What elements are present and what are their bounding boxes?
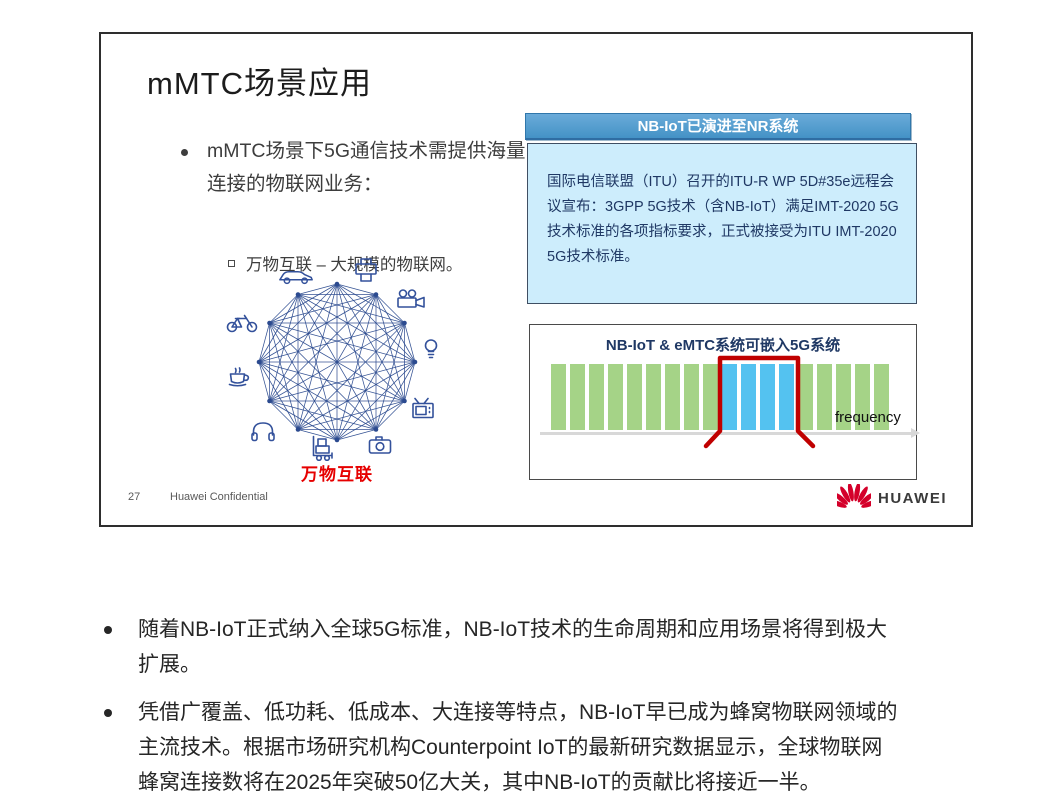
note-line: 蜂窝连接数将在2025年突破50亿大关，其中NB-IoT的贡献比将接近一半。	[138, 771, 821, 794]
spectrum-bar	[627, 364, 642, 430]
itu-info-line: 5G技术标准。	[547, 249, 639, 265]
square-bullet-marker	[228, 259, 235, 267]
note-bullet: 凭借广覆盖、低功耗、低成本、大连接等特点，NB-IoT早已成为蜂窝物联网领域的 …	[104, 695, 989, 800]
slide-page-number: 27	[128, 491, 141, 503]
note-text: 随着NB-IoT正式纳入全球5G标准，NB-IoT技术的生命周期和应用场景将得到…	[138, 612, 887, 682]
spectrum-bar	[646, 364, 661, 430]
spectrum-bar-embedded	[741, 364, 756, 430]
bullet-dot	[104, 626, 112, 634]
spectrum-bar-embedded	[779, 364, 794, 430]
iot-mesh-figure: 万物互联	[212, 255, 462, 487]
spectrum-bar	[665, 364, 680, 430]
spectrum-bar	[855, 364, 870, 430]
itu-info-box: 国际电信联盟（ITU）召开的ITU-R WP 5D#35e远程会 议宣布：3GP…	[527, 143, 917, 304]
video-camera-icon	[396, 289, 426, 309]
spectrum-bar	[798, 364, 813, 430]
itu-info-line: 技术标准的各项指标要求，正式被接受为ITU IMT-2020	[547, 224, 897, 240]
headphones-icon	[250, 420, 276, 442]
huawei-logo-text: HUAWEI	[878, 490, 947, 507]
slide-title: mMTC场景应用	[147, 66, 372, 101]
note-line: 扩展。	[138, 653, 201, 676]
axis-arrowhead-icon	[911, 428, 920, 438]
spectrum-bar	[836, 364, 851, 430]
spectrum-bar	[684, 364, 699, 430]
frequency-axis-label: frequency	[835, 409, 901, 426]
spectrum-bar	[570, 364, 585, 430]
huawei-flower-icon	[837, 484, 871, 508]
note-line: 主流技术。根据市场研究机构Counterpoint IoT的最新研究数据显示，全…	[138, 736, 883, 759]
slide-bullet-line: 连接的物联网业务：	[207, 173, 383, 195]
camera-icon	[368, 436, 392, 455]
notes-section: 随着NB-IoT正式纳入全球5G标准，NB-IoT技术的生命周期和应用场景将得到…	[104, 612, 989, 811]
spectrum-bar	[551, 364, 566, 430]
itu-info-line: 国际电信联盟（ITU）召开的ITU-R WP 5D#35e远程会	[547, 174, 894, 190]
bullet-dot	[104, 709, 112, 717]
slide-sub-bullet-text: 万物互联 – 大规模的物联网。	[246, 256, 463, 274]
note-bullet: 随着NB-IoT正式纳入全球5G标准，NB-IoT技术的生命周期和应用场景将得到…	[104, 612, 989, 682]
spectrum-bar	[589, 364, 604, 430]
itu-info-line: 议宣布：3GPP 5G技术（含NB-IoT）满足IMT-2020 5G	[547, 199, 899, 215]
mesh-network-graphic	[256, 281, 418, 443]
frequency-axis	[540, 428, 920, 438]
huawei-logo: HUAWEI	[837, 484, 947, 513]
nb-iot-nr-header: NB-IoT已演进至NR系统	[525, 113, 911, 140]
spectrum-bar-embedded	[760, 364, 775, 430]
bicycle-icon	[225, 313, 259, 333]
spectrum-bar	[874, 364, 889, 430]
slide-sub-bullet: 万物互联 – 大规模的物联网。	[228, 251, 462, 275]
printer-icon	[353, 257, 379, 283]
note-text: 凭借广覆盖、低功耗、低成本、大连接等特点，NB-IoT早已成为蜂窝物联网领域的 …	[138, 695, 898, 800]
mesh-caption: 万物互联	[301, 465, 373, 484]
spectrum-bar-embedded	[722, 364, 737, 430]
slide-bullet-text: mMTC场景下5G通信技术需提供海量 连接的物联网业务：	[207, 135, 526, 201]
confidential-label: Huawei Confidential	[170, 491, 268, 503]
spectrum-bar	[608, 364, 623, 430]
lightbulb-icon	[424, 339, 439, 362]
tv-icon	[411, 397, 435, 421]
frequency-diagram-box: NB-IoT & eMTC系统可嵌入5G系统 frequency	[529, 324, 920, 480]
car-icon	[277, 267, 315, 286]
note-line: 凭借广覆盖、低功耗、低成本、大连接等特点，NB-IoT早已成为蜂窝物联网领域的	[138, 701, 898, 724]
coffee-cup-icon	[228, 367, 253, 387]
spectrum-bar	[817, 364, 832, 430]
slide-bullet-line: mMTC场景下5G通信技术需提供海量	[207, 140, 526, 162]
slide-bullet: mMTC场景下5G通信技术需提供海量 连接的物联网业务：	[181, 135, 526, 201]
bullet-dot	[181, 149, 188, 156]
slide: mMTC场景应用 mMTC场景下5G通信技术需提供海量 连接的物联网业务： 万物…	[99, 32, 973, 527]
frequency-diagram-title: NB-IoT & eMTC系统可嵌入5G系统	[605, 337, 841, 354]
spectrum-bar	[703, 364, 718, 430]
cart-icon	[310, 435, 338, 461]
note-line: 随着NB-IoT正式纳入全球5G标准，NB-IoT技术的生命周期和应用场景将得到…	[138, 618, 888, 641]
